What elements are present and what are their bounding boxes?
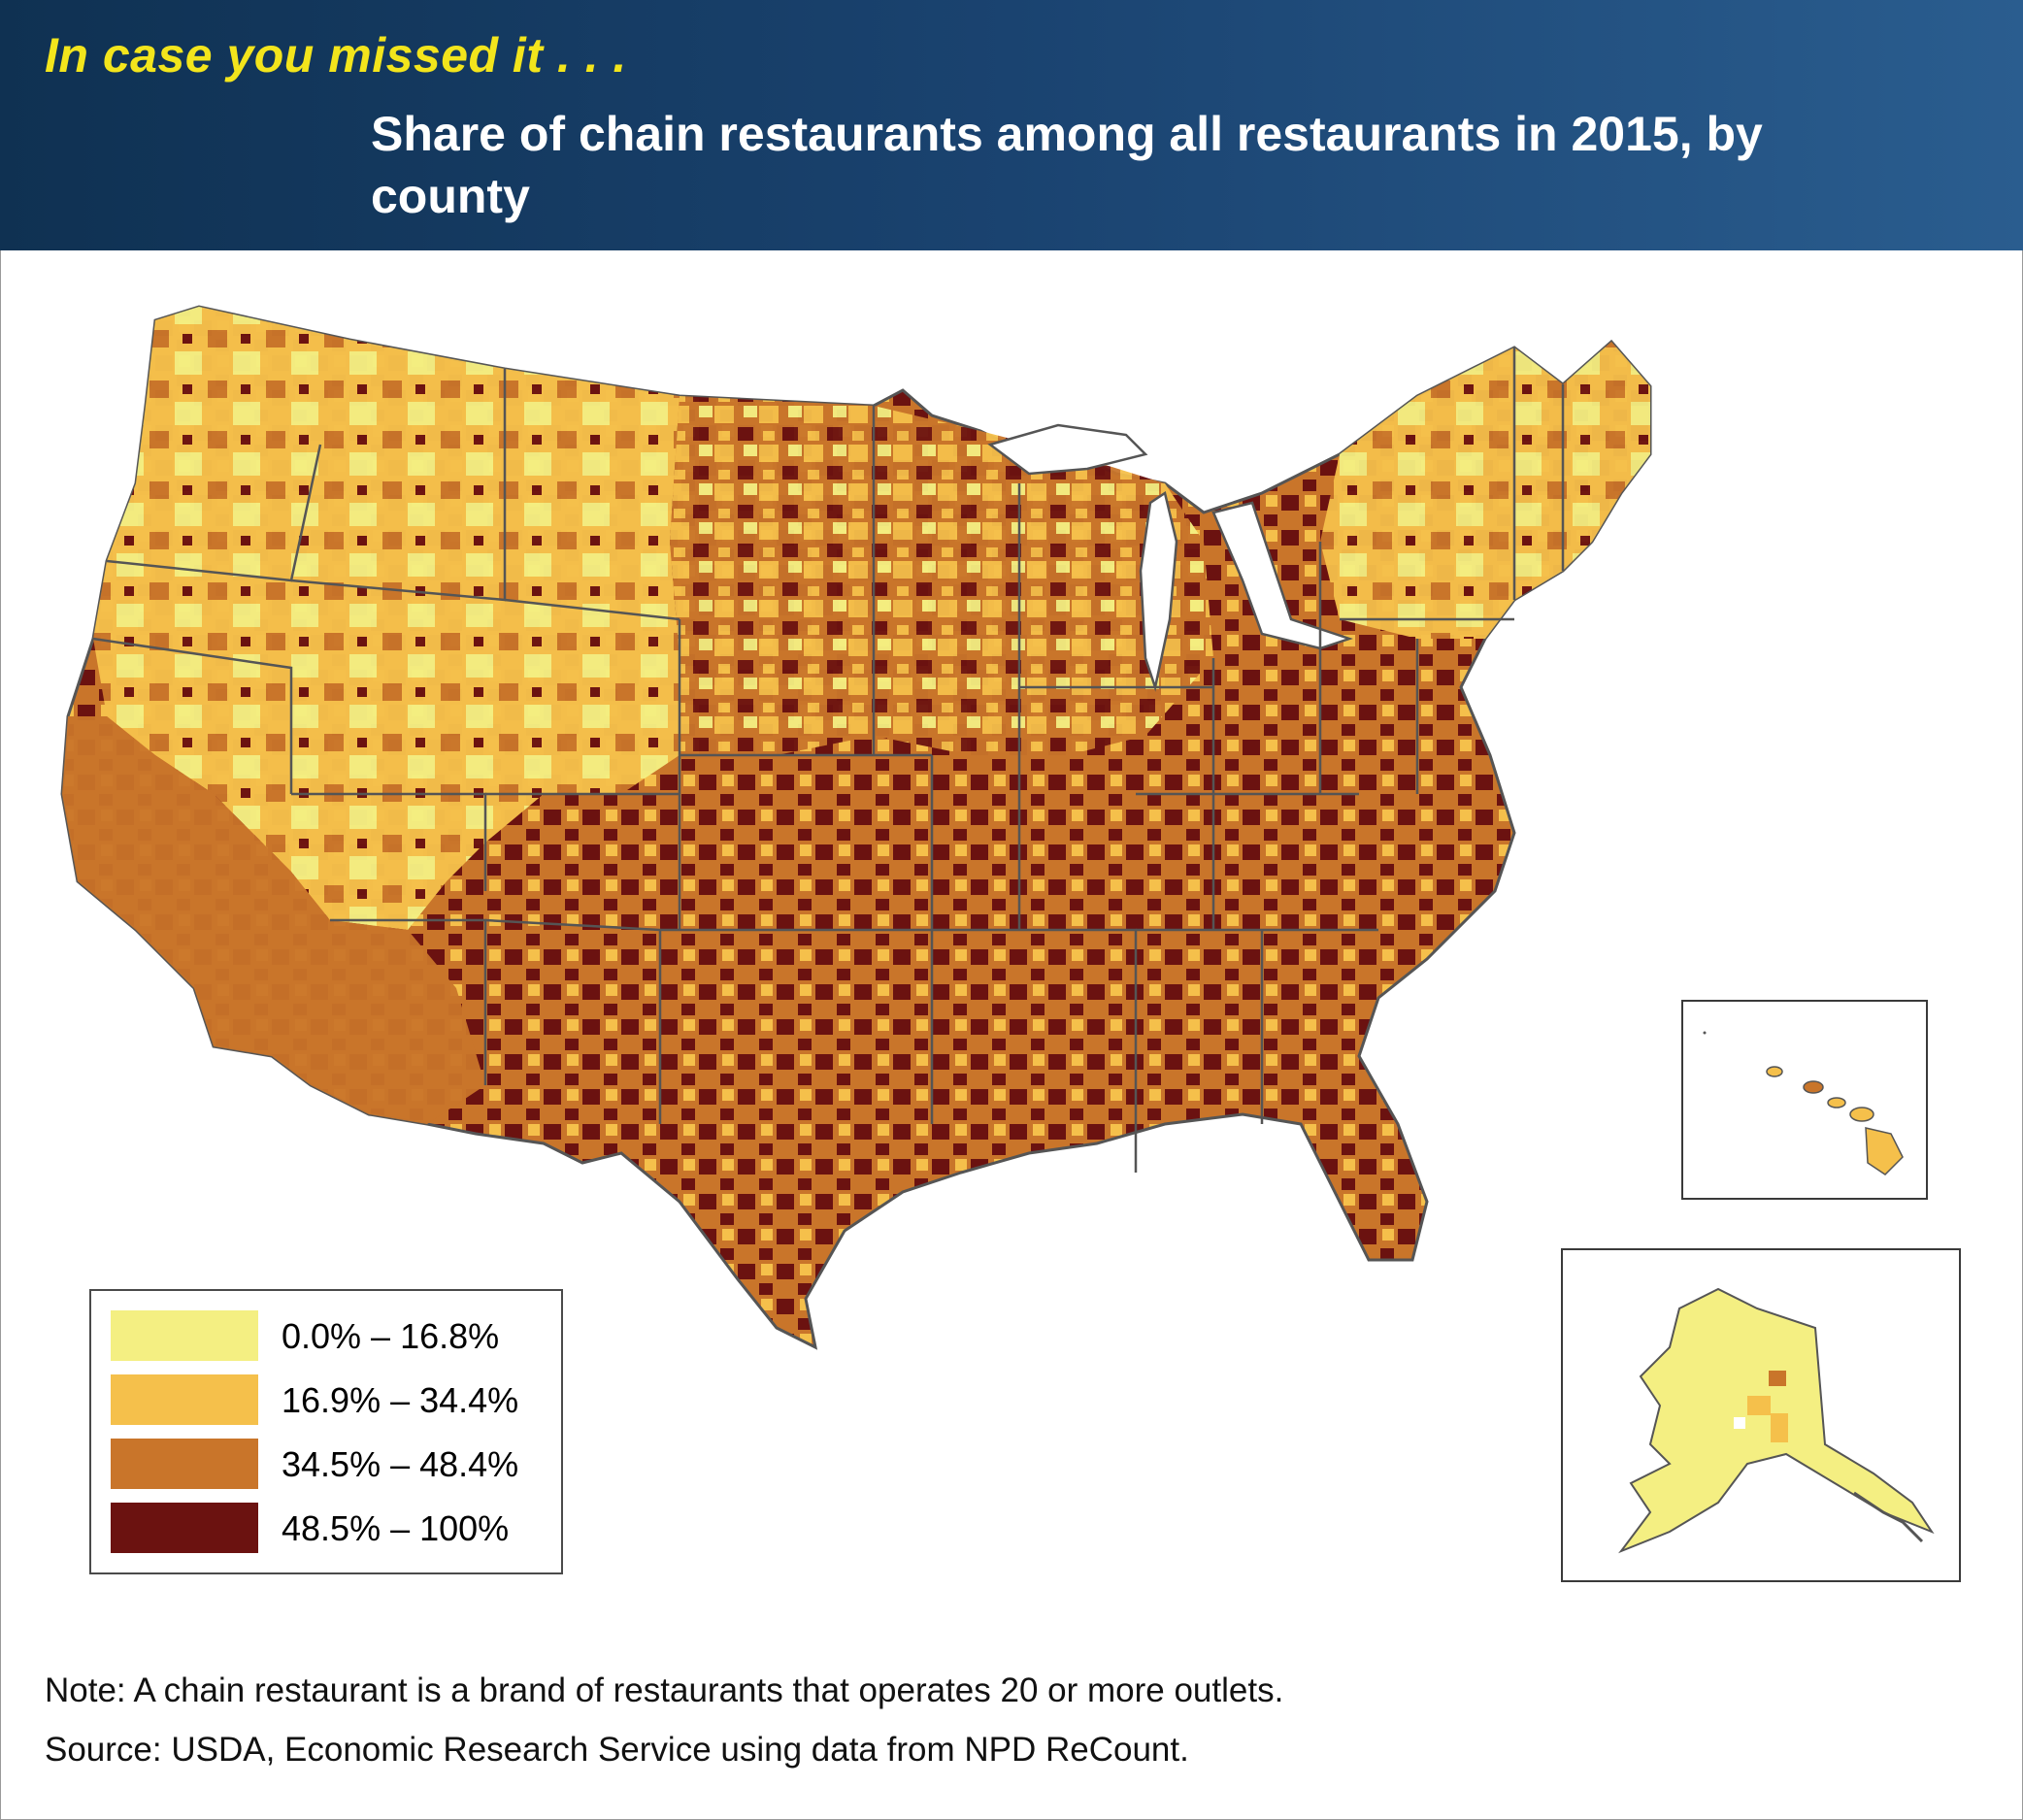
map-legend: 0.0% – 16.8% 16.9% – 34.4% 34.5% – 48.4%… — [89, 1289, 563, 1574]
lake-superior — [987, 423, 1148, 476]
map-title: Share of chain restaurants among all res… — [371, 107, 1763, 223]
lake-michigan — [1139, 490, 1178, 692]
legend-swatch-low — [111, 1374, 258, 1425]
hawaii-inset — [1681, 1000, 1928, 1200]
legend-item-low: 16.9% – 34.4% — [111, 1374, 547, 1425]
source-text: Source: USDA, Economic Research Service … — [45, 1731, 1189, 1769]
hawaii-map-svg — [1703, 1031, 1904, 1175]
legend-swatch-mid — [111, 1439, 258, 1489]
alaska-inset — [1561, 1248, 1961, 1582]
legend-label-lowest: 0.0% – 16.8% — [282, 1316, 500, 1356]
header-banner: In case you missed it . . . Share of cha… — [0, 0, 2023, 250]
legend-item-mid: 34.5% – 48.4% — [111, 1439, 547, 1489]
alaska-map-svg — [1618, 1287, 1935, 1554]
legend-swatch-high — [111, 1503, 258, 1553]
midwest-region-shading — [670, 396, 1213, 755]
footnote-text: Note: A chain restaurant is a brand of r… — [45, 1671, 1284, 1709]
southwest-region-shading — [62, 716, 485, 1124]
legend-label-mid: 34.5% – 48.4% — [282, 1444, 519, 1484]
legend-item-lowest: 0.0% – 16.8% — [111, 1310, 547, 1361]
legend-item-high: 48.5% – 100% — [111, 1503, 547, 1553]
state-borders — [92, 347, 1565, 1173]
us-county-map-svg — [60, 305, 1652, 1350]
legend-label-high: 48.5% – 100% — [282, 1508, 510, 1548]
western-region-shading — [93, 307, 680, 930]
legend-label-low: 16.9% – 34.4% — [282, 1380, 519, 1420]
legend-swatch-lowest — [111, 1310, 258, 1361]
choropleth-map — [0, 250, 2023, 1629]
kicker-text: In case you missed it . . . — [45, 28, 627, 83]
northeast-region-shading — [1320, 342, 1650, 639]
lake-huron-erie — [1211, 501, 1353, 650]
